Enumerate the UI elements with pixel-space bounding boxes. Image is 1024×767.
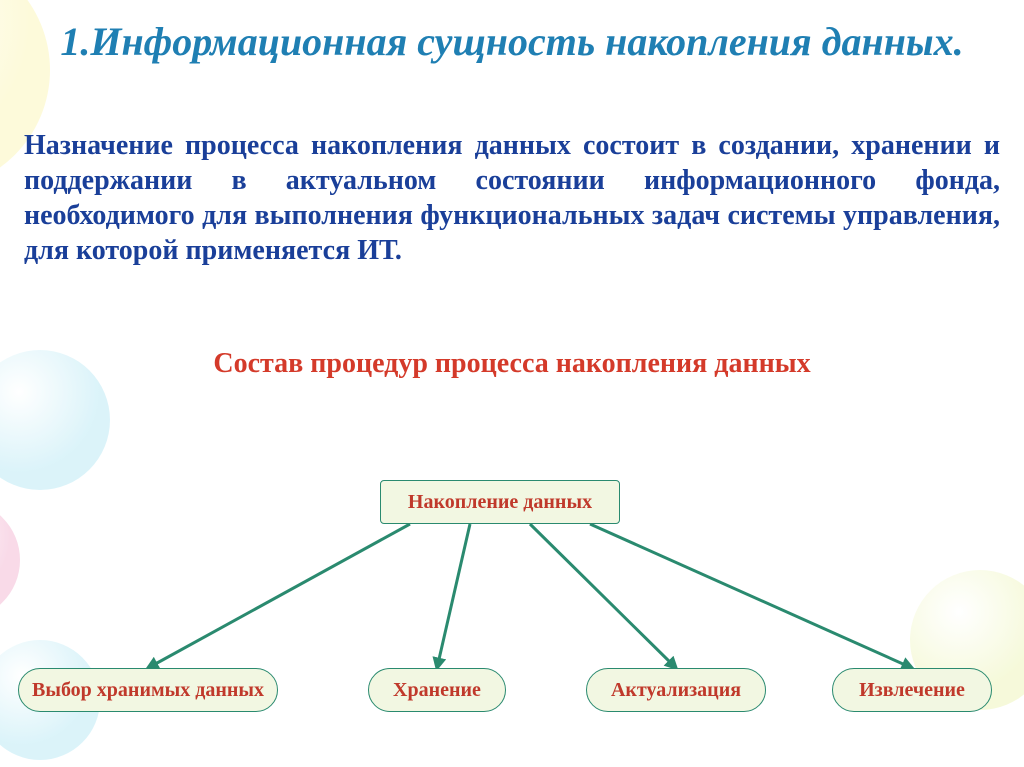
diagram-child-node: Хранение	[368, 668, 506, 712]
slide: 1.Информационная сущность накопления дан…	[0, 0, 1024, 767]
diagram-child-node: Выбор хранимых данных	[18, 668, 278, 712]
diagram-arrow	[437, 524, 470, 668]
diagram-arrow	[148, 524, 410, 668]
diagram-child-label: Хранение	[393, 679, 481, 702]
diagram-arrow	[530, 524, 676, 668]
diagram-root-node: Накопление данных	[380, 480, 620, 524]
diagram-child-node: Актуализация	[586, 668, 766, 712]
diagram-arrows	[0, 0, 1024, 767]
diagram-root-label: Накопление данных	[408, 491, 592, 514]
section-subheading: Состав процедур процесса накопления данн…	[0, 348, 1024, 380]
diagram-arrow	[590, 524, 912, 668]
diagram-child-label: Актуализация	[611, 679, 741, 702]
balloon-decoration	[0, 500, 20, 620]
diagram-child-label: Извлечение	[859, 679, 965, 702]
diagram-child-label: Выбор хранимых данных	[32, 679, 264, 702]
slide-title: 1.Информационная сущность накопления дан…	[0, 18, 1024, 66]
body-paragraph: Назначение процесса накопления данных со…	[24, 128, 1000, 268]
diagram-child-node: Извлечение	[832, 668, 992, 712]
